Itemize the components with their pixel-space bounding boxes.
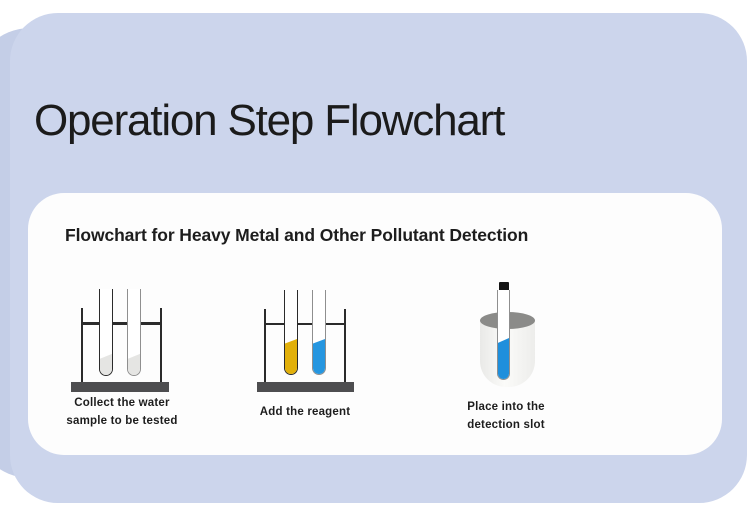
blue-reagent <box>313 339 325 374</box>
water-sample <box>100 353 112 375</box>
caption-line: sample to be tested <box>66 414 178 427</box>
water-sample <box>128 353 140 375</box>
test-tube-icon <box>312 290 326 375</box>
test-tube-icon <box>99 289 113 376</box>
test-tube-icon <box>497 290 510 380</box>
rack-right-post <box>343 309 346 382</box>
yellow-reagent <box>285 339 297 374</box>
page-title: Operation Step Flowchart <box>34 96 505 145</box>
rack-crossbar <box>80 322 162 325</box>
step-caption: Place into the detection slot <box>436 399 576 434</box>
rack-left-post <box>80 308 83 382</box>
step-caption: Add the reagent <box>235 404 375 422</box>
blue-sample <box>498 338 509 379</box>
rack-base <box>256 382 354 392</box>
caption-line: Add the reagent <box>259 406 351 418</box>
tube-cap <box>498 282 509 291</box>
rack-crossbar <box>263 322 346 325</box>
caption-line: Collect the water <box>74 397 170 409</box>
rack-left-post <box>263 309 266 382</box>
test-tube-icon <box>127 289 141 376</box>
step-caption: Collect the water sample to be tested <box>47 395 197 430</box>
panel-heading: Flowchart for Heavy Metal and Other Poll… <box>65 225 529 245</box>
caption-line: detection slot <box>467 418 545 431</box>
test-tube-icon <box>284 290 298 375</box>
rack-right-post <box>159 308 162 382</box>
rack-base <box>71 382 169 392</box>
caption-line: Place into the <box>467 401 545 413</box>
